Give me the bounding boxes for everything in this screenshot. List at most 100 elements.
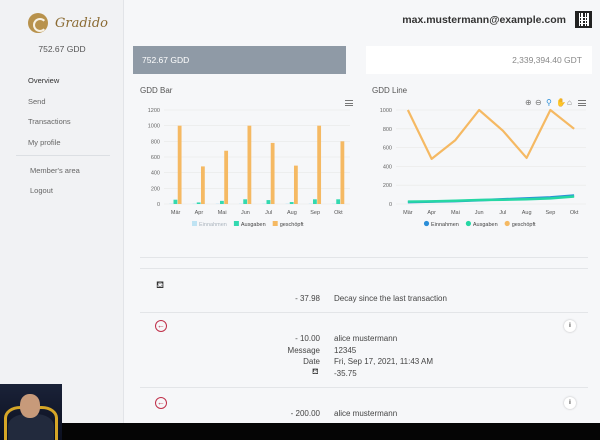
tx-message-label: Message xyxy=(287,346,320,355)
line-ausgaben xyxy=(407,195,575,203)
qr-code-icon[interactable] xyxy=(575,11,592,28)
hamburger-menu-icon[interactable] xyxy=(345,100,353,106)
bar-chart: 0 200 400 600 800 1000 1200 Mär Apr Mai Jun Jul Aug S… xyxy=(148,108,350,228)
gdd-balance-card: 752.67 GDD xyxy=(133,46,346,74)
bar-geschöpft xyxy=(177,125,182,204)
bar-ausgaben xyxy=(266,200,271,204)
x-tick-label: Apr xyxy=(195,210,204,216)
y-tick-label: 400 xyxy=(383,164,392,170)
y-tick-label: 0 xyxy=(389,202,392,208)
brand-name: Gradido xyxy=(55,15,108,31)
sidebar: Gradido 752.67 GDD Overview Send Transac… xyxy=(0,0,124,440)
zoom-in-icon[interactable]: ⊕ xyxy=(525,98,532,107)
y-tick-label: 400 xyxy=(151,171,160,177)
bar-geschöpft xyxy=(340,141,345,204)
bar-ausgaben xyxy=(289,202,294,204)
bar-geschöpft xyxy=(317,125,322,204)
arrow-left-circle-icon: ← xyxy=(155,397,167,409)
main-nav: Overview Send Transactions My profile xyxy=(28,76,71,158)
y-tick-label: 600 xyxy=(151,155,160,161)
section-divider xyxy=(140,257,588,258)
tx-message: 12345 xyxy=(334,346,357,355)
arrow-left-circle-icon: ← xyxy=(155,320,167,332)
pan-hand-icon[interactable]: ✋ xyxy=(556,98,566,107)
zoom-selection-icon[interactable]: ⚲ xyxy=(546,98,552,107)
x-tick-label: Mai xyxy=(218,210,227,216)
legend-label: Einnahmen xyxy=(431,222,459,228)
legend-marker xyxy=(504,220,510,227)
y-tick-label: 1000 xyxy=(148,124,160,130)
sidebar-balance: 752.67 GDD xyxy=(38,44,86,54)
section-divider xyxy=(140,268,588,269)
bar-geschöpft xyxy=(270,142,275,204)
legend-label: Einnahmen xyxy=(199,222,227,228)
x-tick-label: Apr xyxy=(427,210,436,216)
legend-label: geschöpft xyxy=(512,222,536,228)
x-tick-label: Jul xyxy=(265,210,272,216)
info-button[interactable]: i xyxy=(564,320,576,332)
nav-item-logout[interactable]: Logout xyxy=(30,186,53,195)
bar-ausgaben xyxy=(196,202,201,204)
y-tick-label: 200 xyxy=(383,183,392,189)
x-tick-label: Okt xyxy=(570,210,579,216)
y-tick-label: 0 xyxy=(157,202,160,208)
legend-marker xyxy=(192,221,197,226)
legend-label: geschöpft xyxy=(280,222,304,228)
brand-logo[interactable]: Gradido xyxy=(28,13,108,33)
tx-date: Fri, Sep 17, 2021, 11:43 AM xyxy=(334,357,434,366)
bar-ausgaben xyxy=(173,199,178,204)
tx-text: Decay since the last transaction xyxy=(334,294,447,303)
nav-item-send[interactable]: Send xyxy=(28,96,46,106)
tx-amount: - 10.00 xyxy=(295,334,320,343)
y-tick-label: 800 xyxy=(383,127,392,133)
x-tick-label: Mär xyxy=(403,210,413,216)
y-tick-label: 200 xyxy=(151,186,160,192)
bar-chart-title: GDD Bar xyxy=(140,86,173,95)
tx-date-label: Date xyxy=(303,357,320,366)
line-chart: 0 200 400 600 800 1000 Mär Apr Mai Jun Jul Aug Sep Ok… xyxy=(380,108,586,228)
info-button[interactable]: i xyxy=(564,397,576,409)
bar-geschöpft xyxy=(200,166,205,204)
x-tick-label: Mär xyxy=(171,210,181,216)
tx-amount: - 37.98 xyxy=(295,294,320,303)
gradido-drop-icon: ⛾ xyxy=(312,367,319,376)
bar-ausgaben xyxy=(243,199,248,204)
tx-name: alice mustermann xyxy=(334,409,398,418)
legend-marker xyxy=(465,220,471,227)
y-tick-label: 1000 xyxy=(380,108,392,114)
bar-ausgaben xyxy=(336,199,341,204)
bar-geschöpft xyxy=(224,150,229,204)
webcam-person-body xyxy=(8,414,54,440)
gradido-logo-icon xyxy=(28,13,48,33)
bar-ausgaben xyxy=(220,200,224,204)
x-tick-label: Aug xyxy=(287,210,297,216)
x-tick-label: Okt xyxy=(334,210,343,216)
y-tick-label: 600 xyxy=(383,146,392,152)
user-email[interactable]: max.mustermann@example.com xyxy=(402,14,566,26)
nav-item-overview[interactable]: Overview xyxy=(28,76,60,85)
gdt-balance-card: 2,339,394.40 GDT xyxy=(366,46,592,74)
y-tick-label: 1200 xyxy=(148,108,160,114)
legend-label: Ausgaben xyxy=(241,222,266,228)
x-tick-label: Sep xyxy=(545,210,555,216)
nav-item-my-profile[interactable]: My profile xyxy=(28,137,61,147)
legend-marker xyxy=(233,221,239,226)
x-tick-label: Aug xyxy=(522,210,532,216)
reset-home-icon[interactable]: ⌂ xyxy=(567,98,572,107)
line-geschöpft xyxy=(406,108,575,160)
x-tick-label: Jun xyxy=(241,210,250,216)
legend-label: Ausgaben xyxy=(473,222,498,228)
nav-divider xyxy=(16,155,110,156)
line-chart-title: GDD Line xyxy=(372,86,408,95)
nav-item-members-area[interactable]: Member's area xyxy=(30,166,80,175)
legend-marker xyxy=(272,221,278,226)
tx-name: alice mustermann xyxy=(334,334,398,343)
section-divider xyxy=(140,387,588,388)
nav-item-transactions[interactable]: Transactions xyxy=(28,117,71,126)
y-tick-label: 800 xyxy=(151,139,160,145)
legend-marker xyxy=(423,220,430,227)
zoom-out-icon[interactable]: ⊖ xyxy=(535,98,542,107)
x-tick-label: Jun xyxy=(475,210,484,216)
webcam-person-head xyxy=(20,394,40,418)
hamburger-menu-icon[interactable] xyxy=(578,100,586,106)
